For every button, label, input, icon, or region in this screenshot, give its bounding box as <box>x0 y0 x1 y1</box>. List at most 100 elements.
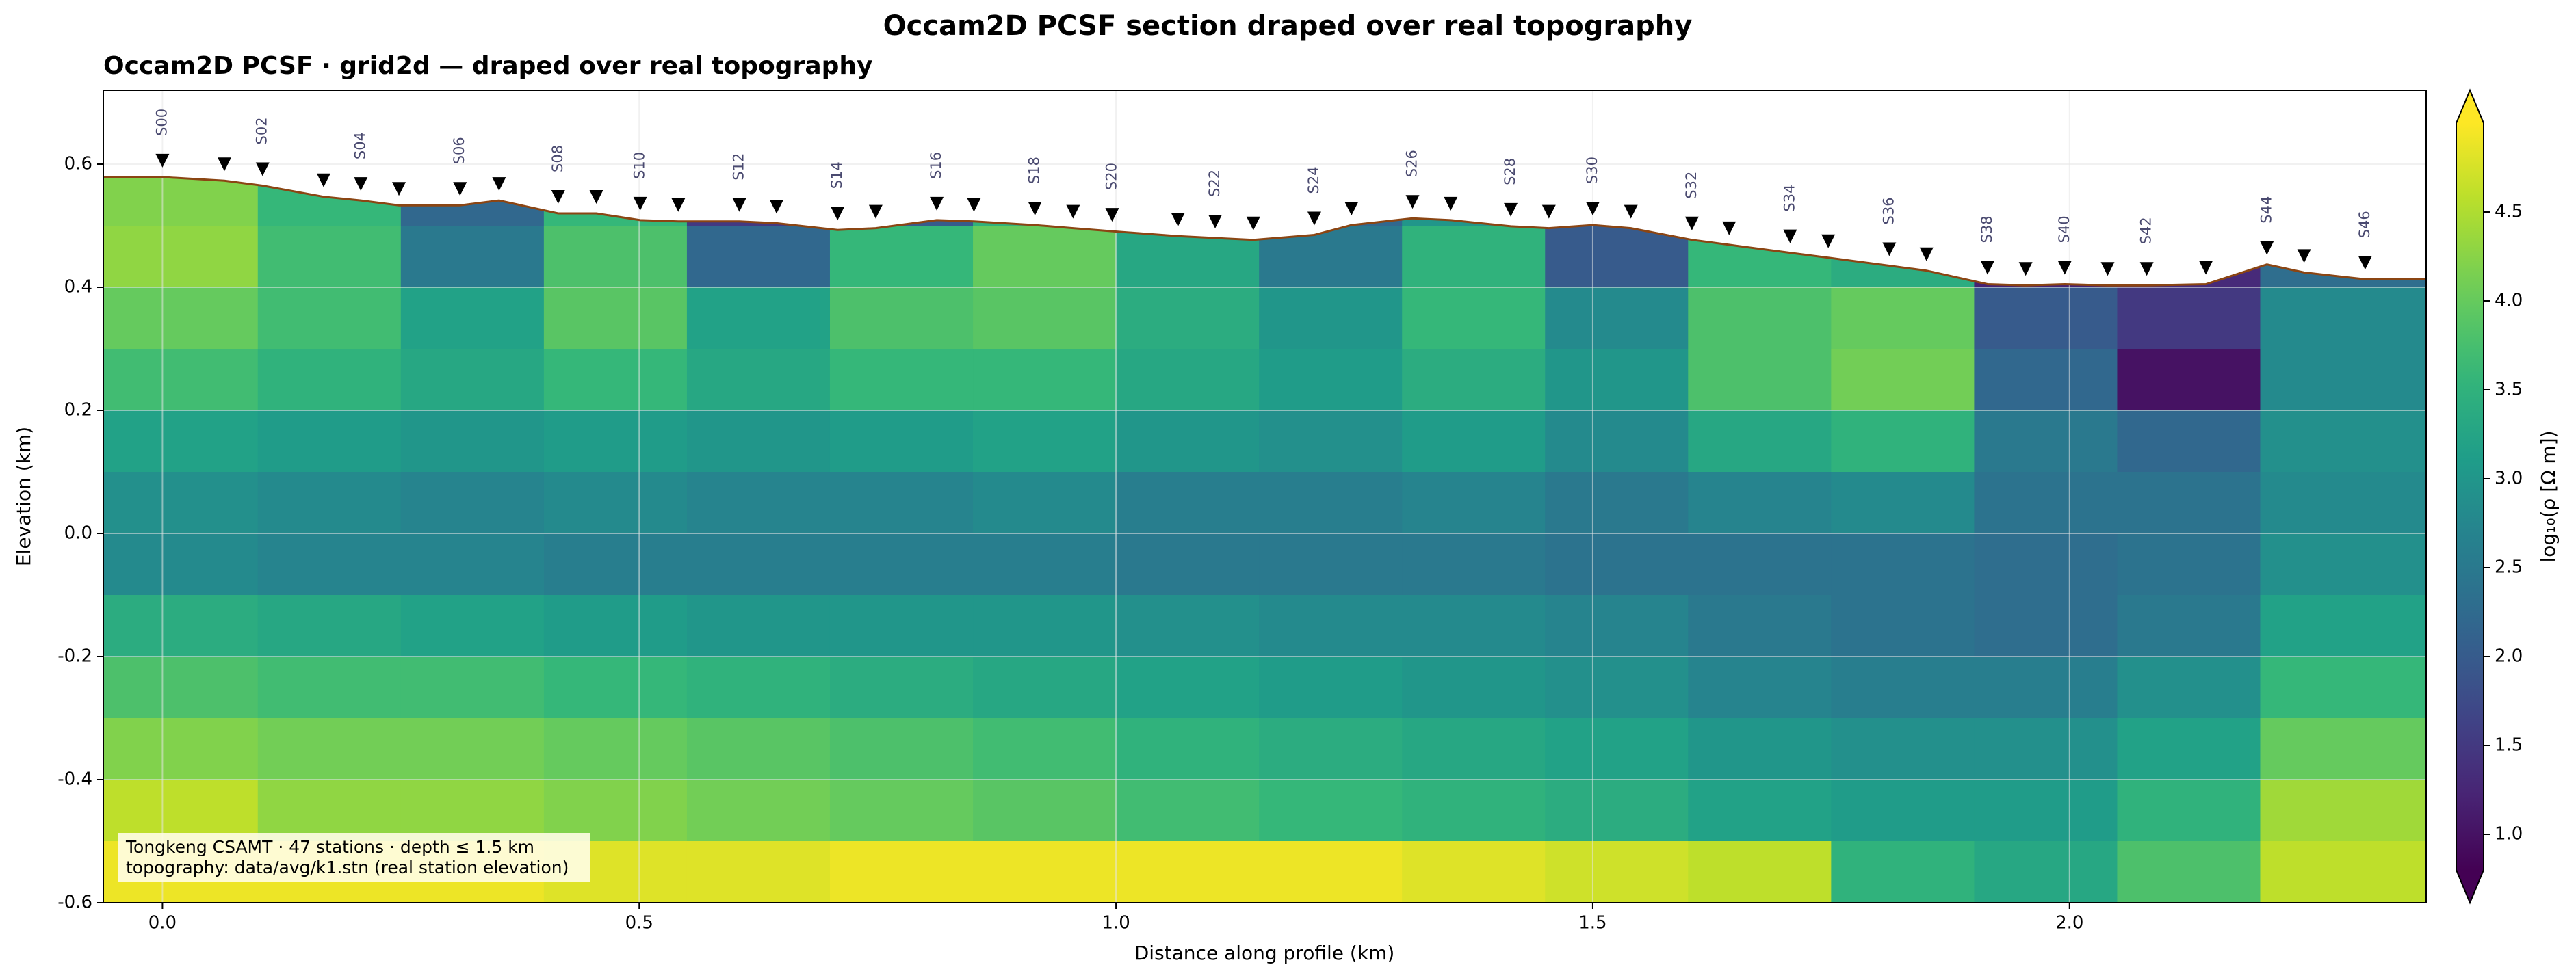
resistivity-cell <box>1831 841 1975 903</box>
resistivity-cell <box>1545 657 1689 719</box>
resistivity-cell <box>686 533 831 596</box>
station-marker <box>354 177 368 191</box>
station-marker <box>2199 261 2213 275</box>
resistivity-cell <box>2260 595 2426 657</box>
station-marker <box>2018 262 2033 276</box>
x-tick-label: 1.0 <box>1102 913 1130 933</box>
resistivity-cell <box>2260 410 2426 473</box>
resistivity-cell <box>1545 533 1689 596</box>
resistivity-cell <box>1402 226 1546 288</box>
x-axis-label: Distance along profile (km) <box>1134 942 1395 964</box>
resistivity-cell <box>103 410 259 473</box>
resistivity-cell <box>400 410 545 473</box>
resistivity-cell <box>1688 226 1832 288</box>
resistivity-cell <box>257 410 402 473</box>
heatmap <box>103 176 2426 903</box>
resistivity-cell <box>1402 595 1546 657</box>
resistivity-cell <box>1688 533 1832 596</box>
station-label: S00 <box>153 109 170 136</box>
colorbar-extend-top <box>2456 90 2484 123</box>
resistivity-cell <box>686 410 831 473</box>
y-tick-label: 0.0 <box>64 523 92 544</box>
resistivity-cell <box>257 595 402 657</box>
colorbar-tick-label: 2.5 <box>2495 557 2523 578</box>
resistivity-cell <box>829 410 974 473</box>
resistivity-cell <box>543 780 688 842</box>
station-marker <box>551 190 565 204</box>
resistivity-cell <box>1545 410 1689 473</box>
resistivity-cell <box>1116 226 1260 288</box>
resistivity-cell <box>1402 533 1546 596</box>
resistivity-cell <box>2117 349 2261 411</box>
chart-title: Occam2D PCSF section draped over real to… <box>883 10 1693 42</box>
resistivity-cell <box>973 841 1117 903</box>
resistivity-cell <box>1116 410 1260 473</box>
station-marker <box>1541 204 1556 219</box>
station-marker <box>1028 202 1042 216</box>
station-label: S16 <box>928 152 944 179</box>
resistivity-cell <box>257 780 402 842</box>
resistivity-cell <box>543 226 688 288</box>
resistivity-cell <box>973 657 1117 719</box>
colorbar-tick-label: 1.0 <box>2495 824 2523 845</box>
station-label: S06 <box>451 137 467 164</box>
resistivity-cell <box>973 472 1117 534</box>
resistivity-cell <box>1545 176 1689 226</box>
station-label: S28 <box>1502 158 1518 185</box>
station-marker <box>1307 211 1321 226</box>
resistivity-cell <box>829 176 974 226</box>
resistivity-cell <box>1545 226 1689 288</box>
resistivity-cell <box>1116 595 1260 657</box>
station-label: S30 <box>1584 157 1600 184</box>
resistivity-cell <box>1831 410 1975 473</box>
resistivity-cell <box>1402 657 1546 719</box>
resistivity-cell <box>1116 780 1260 842</box>
resistivity-cell <box>400 595 545 657</box>
annotation-text: Tongkeng CSAMT · 47 stations · depth ≤ 1… <box>125 837 534 857</box>
resistivity-cell <box>1974 410 2118 473</box>
y-axis-label: Elevation (km) <box>12 427 35 566</box>
resistivity-cell <box>1259 780 1403 842</box>
resistivity-cell <box>1688 287 1832 349</box>
resistivity-cell <box>1545 841 1689 903</box>
station-marker <box>1405 195 1420 209</box>
station-label: S18 <box>1026 157 1043 184</box>
annotation-box <box>118 833 590 882</box>
resistivity-cell <box>1116 718 1260 780</box>
resistivity-cell <box>973 226 1117 288</box>
station-label: S32 <box>1683 172 1700 199</box>
station-marker <box>492 177 506 191</box>
station-marker <box>1722 221 1736 235</box>
station-label: S42 <box>2138 217 2155 244</box>
station-marker <box>589 190 603 204</box>
station-label: S02 <box>254 117 270 144</box>
colorbar-tick-label: 1.5 <box>2495 735 2523 756</box>
resistivity-cell <box>1259 595 1403 657</box>
resistivity-cell <box>400 176 545 226</box>
resistivity-cell <box>1259 533 1403 596</box>
station-label: S14 <box>829 161 845 189</box>
resistivity-cell <box>1831 657 1975 719</box>
resistivity-cell <box>2117 533 2261 596</box>
resistivity-cell <box>686 176 831 226</box>
station-marker <box>1821 234 1836 248</box>
resistivity-cell <box>1688 176 1832 226</box>
resistivity-cell <box>1402 472 1546 534</box>
y-tick-label: 0.4 <box>64 277 92 297</box>
station-label: S40 <box>2056 215 2072 243</box>
resistivity-cell <box>1688 595 1832 657</box>
resistivity-cell <box>1974 657 2118 719</box>
resistivity-cell <box>973 595 1117 657</box>
resistivity-cell <box>686 657 831 719</box>
y-tick-label: 0.2 <box>64 400 92 421</box>
station-marker <box>2139 262 2154 276</box>
colorbar <box>2456 123 2484 870</box>
axes-frame <box>103 90 2427 903</box>
resistivity-cell <box>1402 287 1546 349</box>
resistivity-cell <box>829 718 974 780</box>
resistivity-cell <box>1974 176 2118 226</box>
station-label: S44 <box>2258 196 2274 224</box>
plot-area <box>103 176 2426 903</box>
station-marker <box>255 162 270 176</box>
resistivity-cell <box>1974 718 2118 780</box>
